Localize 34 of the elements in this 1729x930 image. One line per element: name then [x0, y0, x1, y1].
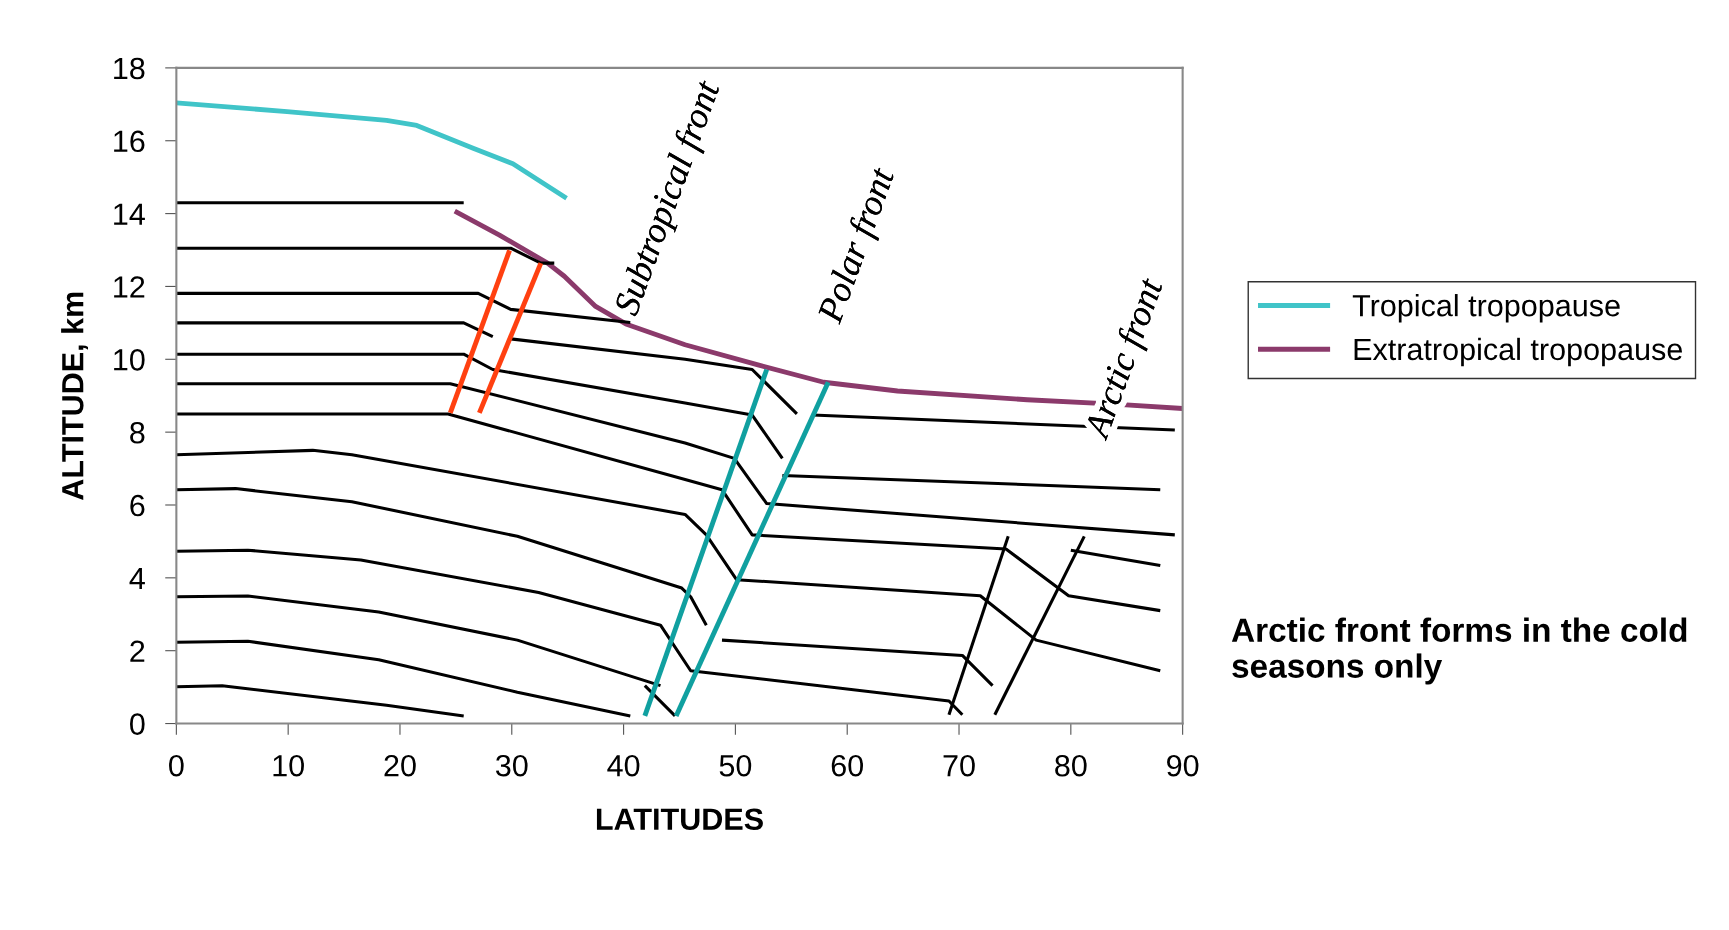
y-axis-title: ALTITUDE, km	[61, 292, 88, 500]
y-tick-label: 18	[114, 57, 145, 80]
x-tick-label: 70	[943, 754, 975, 777]
y-tick-label: 8	[130, 421, 145, 444]
annotation: Polar front	[815, 164, 902, 328]
y-tick-label: 16	[114, 130, 145, 153]
legend-label: Extratropical tropopause	[1354, 337, 1682, 367]
line-series	[176, 594, 663, 688]
x-tick-label: 40	[607, 754, 640, 777]
x-tick-label: 10	[273, 754, 304, 777]
y-tick-label: 0	[130, 713, 145, 735]
line-series	[176, 684, 466, 718]
annotation: Arctic front	[1081, 275, 1171, 444]
y-tick-label: 12	[114, 276, 145, 298]
y-tick-label: 10	[114, 349, 145, 371]
x-tick-label: 80	[1055, 754, 1087, 777]
x-tick-label: 20	[384, 754, 416, 777]
text: Arctic front forms in the cold seasons only	[1231, 617, 1687, 685]
line-series	[509, 337, 799, 416]
line-series	[176, 100, 569, 201]
line-series	[176, 487, 708, 627]
line-series	[176, 352, 784, 460]
line-series	[176, 639, 632, 718]
x-axis-title: LATITUDES	[596, 808, 763, 831]
x-tick-label: 60	[831, 754, 864, 777]
x-tick-label: 90	[1167, 754, 1199, 777]
x-tick-label: 0	[169, 754, 184, 777]
y-tick-label: 6	[130, 494, 145, 517]
y-tick-label: 4	[129, 567, 145, 589]
legend-label: Tropical tropopause	[1352, 294, 1620, 323]
y-tick-label: 2	[130, 640, 145, 662]
y-tick-label: 14	[114, 203, 145, 225]
x-tick-label: 30	[495, 754, 528, 777]
x-tick-label: 50	[719, 754, 752, 777]
